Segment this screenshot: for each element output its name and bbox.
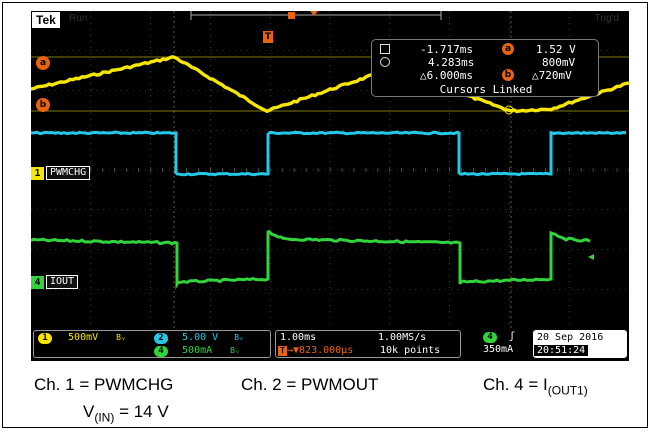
ch2-bandwidth-limit-icon: Bᵥ [234,333,244,342]
caption-ch1: Ch. 1 = PWMCHG [34,375,174,394]
ch4-amps-per-div: 500mA [182,345,213,356]
ch4-setting: 4 500mA Bᵥ [154,345,240,357]
acquisition-state-ghost: Run [69,13,88,24]
ch2-pwmout-trace [31,130,627,177]
caption-ch2: Ch. 2 = PWMOUT [241,375,379,394]
ch1-pwmchg-trace [31,55,629,114]
cursor-a-readout-badge: a [502,43,514,55]
square-cursor-icon [380,44,390,54]
record-length: 10k points [380,345,441,356]
ch4-label: IOUT [46,275,79,289]
date-time-box: 20 Sep 2016 20:51:24 [533,330,627,358]
figure-frame: Tek Run Trig'd T a b -1.717ms a 1.52 V 4… [2,2,648,428]
circle-cursor-icon [380,57,390,67]
ch1-ground-marker[interactable]: 1 PWMCHG [31,166,91,180]
cursor-delta-time: △6.000ms [420,69,473,82]
cursor-readout-row-2: 4.283ms 800mV [372,56,600,69]
ch4-ground-marker[interactable]: 4 IOUT [31,275,79,289]
trigger-position-marker[interactable]: T [263,31,273,43]
record-view-bar [190,11,442,20]
sample-rate: 1.00MS/s [378,332,427,343]
vertical-settings-box[interactable]: 1 500mV Bᵥ 2 5.00 V Bᵥ 4 500mA Bᵥ [33,330,271,358]
ch1-volts-per-div: 500mV [68,332,99,343]
trigger-source: 4 ʃ [483,331,515,343]
caption-vin-subscript: (IN) [94,410,115,425]
timebase: 1.00ms [280,332,317,343]
horizontal-settings-box[interactable]: 1.00ms 1.00MS/s T →▼823.000µs 10k points [275,330,461,358]
trigger-state-ghost: Trig'd [594,13,619,24]
rising-edge-icon: ʃ [509,331,516,342]
caption-vin-value: = 14 V [114,402,169,421]
trigger-position: T →▼823.000µs [278,345,353,356]
caption-ch4-subscript: (OUT1) [547,383,588,398]
trigger-channel-badge: 4 [483,332,497,343]
cursor-1-time: -1.717ms [420,43,473,56]
ch4-number-badge: 4 [31,275,44,289]
cursor-a-badge[interactable]: a [36,56,50,70]
cursor-b-readout-badge: b [502,69,514,81]
ch2-settings-badge: 2 [154,333,168,344]
status-bar: 1 500mV Bᵥ 2 5.00 V Bᵥ 4 500mA Bᵥ 1.00ms… [31,329,629,361]
cursor-delta-value: △720mV [532,69,572,82]
oscilloscope-screen: Tek Run Trig'd T a b -1.717ms a 1.52 V 4… [31,11,629,361]
trigger-level: 350mA [483,344,514,355]
ch1-settings-badge: 1 [38,333,52,344]
waveform-canvas [31,11,629,329]
cursors-linked-label: Cursors Linked [439,83,533,96]
cursor-readout-panel: -1.717ms a 1.52 V 4.283ms 800mV △6.000ms… [371,39,599,97]
ch2-setting: 2 5.00 V Bᵥ [154,332,244,344]
trigger-settings-box[interactable]: 4 ʃ 350mA [463,330,531,358]
trigger-delay: →▼823.000µs [287,345,354,356]
caption-vin-prefix: V [83,402,95,421]
ch4-settings-badge: 4 [154,346,168,357]
ch4-bandwidth-limit-icon: Bᵥ [230,346,240,355]
caption-ch4: Ch. 4 = I(OUT1) [483,375,588,397]
brand-logo: Tek [31,11,61,29]
cursor-2-value: 800mV [542,56,576,69]
ch4-offscreen-arrow-icon [588,254,594,260]
ch1-number-badge: 1 [31,166,44,180]
caption-vin: V(IN) = 14 V [83,402,169,424]
ch1-setting: 1 500mV Bᵥ [38,332,126,344]
cursor-readout-row-3: △6.000ms b △720mV [372,69,600,82]
cursor-b-badge[interactable]: b [36,98,50,112]
caption-ch4-prefix: Ch. 4 = I [483,375,548,394]
time: 20:51:24 [534,345,589,356]
date: 20 Sep 2016 [537,332,604,343]
waveform-display: Tek Run Trig'd T a b -1.717ms a 1.52 V 4… [31,11,629,329]
cursor-b-point-marker [504,105,514,115]
ch4-iout-trace [31,229,591,290]
ch1-label: PWMCHG [46,166,91,180]
ch2-volts-per-div: 5.00 V [182,332,219,343]
cursor-a-value: 1.52 V [536,43,576,56]
cursor-readout-row-1: -1.717ms a 1.52 V [372,43,600,56]
ch1-bandwidth-limit-icon: Bᵥ [116,333,126,342]
trigger-t-icon: T [278,346,287,356]
cursor-2-time: 4.283ms [428,56,475,69]
